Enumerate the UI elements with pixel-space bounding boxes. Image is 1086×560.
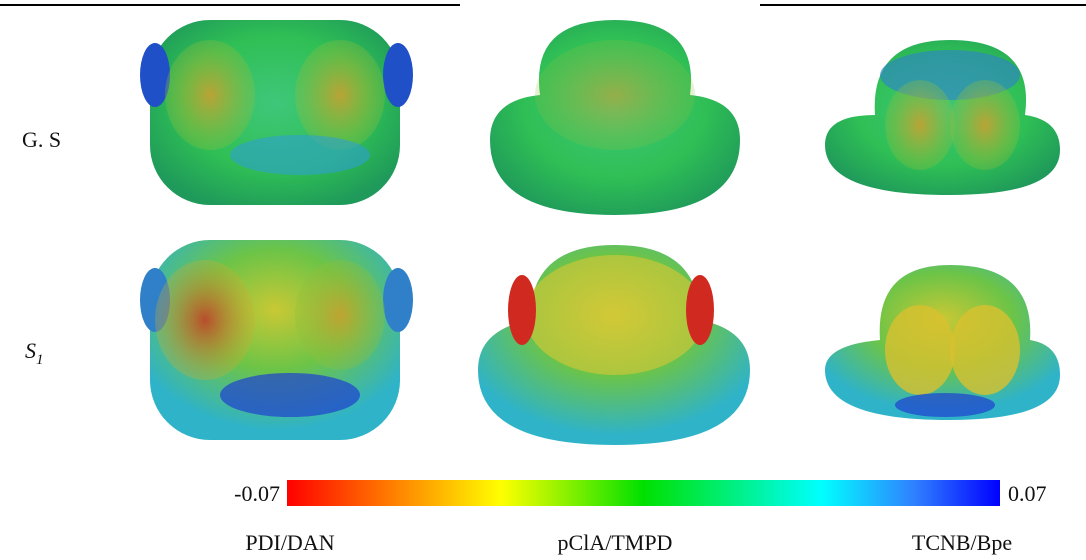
figure: G. S S1 -0.07 0.07 PDI/DAN pClA/TMPD TCN…: [0, 0, 1086, 560]
column-label: pClA/TMPD: [558, 530, 673, 555]
row-label: S1: [25, 338, 44, 368]
esp-surface: [478, 245, 750, 445]
esp-surface: [825, 265, 1060, 420]
column-label: PDI/DAN: [245, 530, 334, 555]
esp-surface: [140, 20, 413, 205]
column-label: TCNB/Bpe: [912, 530, 1012, 555]
esp-surface: [825, 40, 1060, 195]
row-label: G. S: [22, 127, 61, 152]
colorbar-min-label: -0.07: [234, 481, 280, 506]
row-label-symbol: S: [25, 338, 36, 363]
row-label-subscript: 1: [36, 352, 44, 368]
colorbar-max-label: 0.07: [1008, 481, 1047, 506]
esp-surface: [490, 20, 740, 215]
esp-surface: [140, 240, 413, 440]
colorbar: [287, 480, 1000, 506]
